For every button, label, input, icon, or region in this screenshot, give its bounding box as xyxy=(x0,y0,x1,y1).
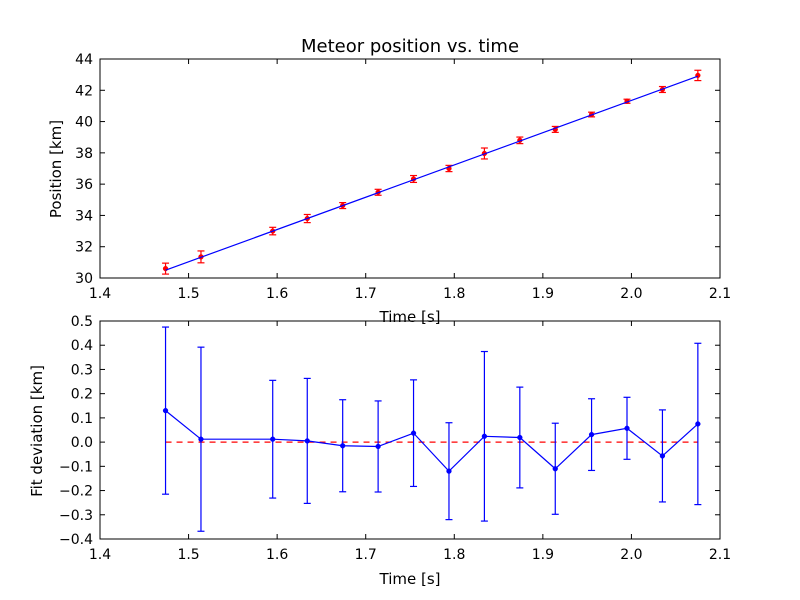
x-axis-label: Time [s] xyxy=(379,308,441,326)
x-axis-label: Time [s] xyxy=(379,570,441,588)
y-tick-label: 44 xyxy=(75,52,93,68)
position-chart: Meteor position vs. time 1.4 1.5 1.6 1.7 1.8… xyxy=(47,36,731,326)
y-tick-label: −0.4 xyxy=(59,532,93,548)
x-tick-label: 1.5 xyxy=(177,286,199,302)
plot-frame xyxy=(99,58,721,279)
y-tick-label: 40 xyxy=(75,115,93,131)
x-tick-label: 2.0 xyxy=(620,286,642,302)
data-point xyxy=(552,466,558,472)
y-tick-label: 0.1 xyxy=(71,411,93,427)
data-point xyxy=(481,433,488,439)
position-axes: 1.4 1.5 1.6 1.7 1.8 1.9 2.0 2.1 30 32 34 36 38 40 42 44 xyxy=(75,52,731,302)
y-tick-label: −0.1 xyxy=(59,459,93,475)
x-tick-label: 1.8 xyxy=(443,286,465,302)
data-point xyxy=(304,438,310,444)
data-point xyxy=(695,421,701,427)
data-point xyxy=(624,425,630,431)
data-point xyxy=(446,468,452,474)
deviation-axes: 1.4 1.5 1.6 1.7 1.8 1.9 2.0 2.1 −0.4 −0.3 −0.2 −0.1… xyxy=(59,314,731,563)
x-tick-label: 1.4 xyxy=(89,286,111,302)
y-tick-label: −0.3 xyxy=(59,508,93,524)
x-tick-label: 2.0 xyxy=(620,547,642,563)
deviation-chart: 1.4 1.5 1.6 1.7 1.8 1.9 2.0 2.1 −0.4 −0.3 −0.2 −0.1… xyxy=(28,314,731,588)
y-tick-label: 0.4 xyxy=(71,338,93,354)
data-point xyxy=(198,436,204,442)
x-tick-label: 1.6 xyxy=(266,547,288,563)
x-tick-label: 2.1 xyxy=(709,547,731,563)
deviation-series-layer xyxy=(162,326,702,532)
data-point xyxy=(162,265,169,272)
y-tick-label: 0.0 xyxy=(71,435,93,451)
x-tick-label: 1.6 xyxy=(266,286,288,302)
x-tick-label: 1.8 xyxy=(443,547,465,563)
y-axis-label: Position [km] xyxy=(47,120,65,218)
position-series-layer xyxy=(162,69,702,275)
y-tick-label: 34 xyxy=(75,208,93,224)
x-tick-label: 1.5 xyxy=(177,547,199,563)
data-point xyxy=(375,443,381,450)
data-point xyxy=(270,436,276,442)
data-point xyxy=(162,407,169,414)
y-tick-label: 36 xyxy=(75,177,93,193)
series-line xyxy=(165,75,699,271)
x-tick-label: 2.1 xyxy=(709,286,731,302)
data-point xyxy=(340,443,346,449)
y-tick-label: −0.2 xyxy=(59,484,93,500)
data-point xyxy=(410,430,417,436)
y-tick-label: 0.5 xyxy=(71,314,93,330)
x-tick-label: 1.9 xyxy=(532,286,554,302)
chart-title: Meteor position vs. time xyxy=(301,36,519,57)
y-tick-label: 0.3 xyxy=(71,362,93,378)
y-tick-label: 0.2 xyxy=(71,387,93,403)
x-tick-label: 1.9 xyxy=(532,547,554,563)
x-tick-label: 1.7 xyxy=(355,286,377,302)
y-tick-label: 42 xyxy=(75,83,93,99)
data-point xyxy=(588,431,595,438)
y-tick-label: 30 xyxy=(75,271,93,287)
data-point xyxy=(517,434,523,441)
x-tick-label: 1.4 xyxy=(89,547,111,563)
data-point xyxy=(659,453,666,459)
y-axis-label: Fit deviation [km] xyxy=(28,365,46,497)
y-tick-label: 32 xyxy=(75,240,93,256)
plot-frame xyxy=(99,320,721,540)
y-tick-label: 38 xyxy=(75,146,93,162)
x-tick-label: 1.7 xyxy=(355,547,377,563)
